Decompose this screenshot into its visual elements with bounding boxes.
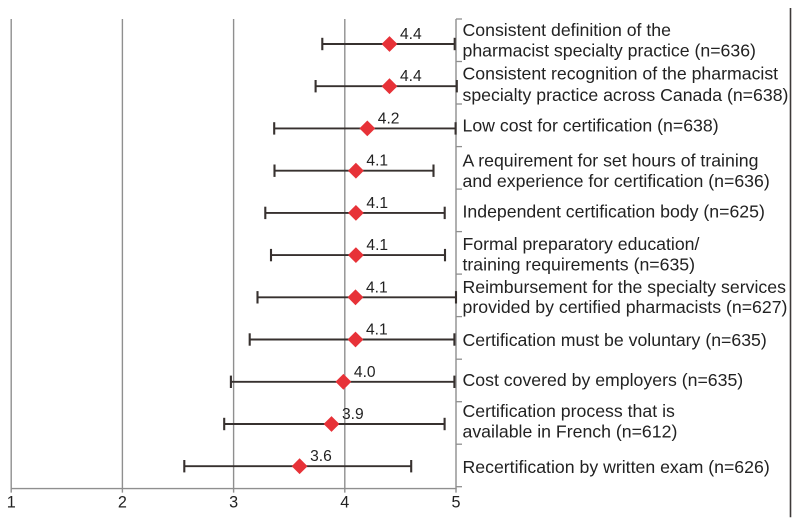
svg-text:3.9: 3.9 — [342, 406, 364, 423]
svg-text:4.1: 4.1 — [366, 237, 388, 254]
svg-text:4.1: 4.1 — [366, 322, 388, 339]
svg-text:4.1: 4.1 — [366, 195, 388, 212]
svg-text:4.4: 4.4 — [400, 26, 422, 43]
svg-text:Formal preparatory education/: Formal preparatory education/ — [463, 234, 700, 254]
svg-text:3: 3 — [229, 494, 238, 512]
svg-text:4.1: 4.1 — [366, 153, 388, 170]
svg-text:provided by certified pharmaci: provided by certified pharmacists (n=627… — [463, 297, 788, 317]
svg-text:4.2: 4.2 — [378, 110, 400, 127]
svg-text:4: 4 — [340, 494, 349, 512]
svg-text:Low cost for certification (n=: Low cost for certification (n=638) — [463, 116, 719, 136]
svg-text:Recertification by written exa: Recertification by written exam (n=626) — [463, 457, 770, 477]
svg-text:training requirements (n=635): training requirements (n=635) — [463, 255, 696, 275]
svg-text:2: 2 — [118, 494, 127, 512]
svg-text:Certification process that is: Certification process that is — [463, 401, 675, 421]
svg-text:Consistent definition of the: Consistent definition of the — [463, 20, 672, 40]
svg-text:4.0: 4.0 — [354, 364, 376, 381]
svg-text:available in French (n=612): available in French (n=612) — [463, 421, 678, 441]
svg-text:and experience for certificati: and experience for certification (n=636) — [463, 171, 770, 191]
svg-text:4.4: 4.4 — [400, 68, 422, 85]
svg-text:Consistent recognition of the: Consistent recognition of the pharmacist — [463, 63, 779, 83]
svg-text:4.1: 4.1 — [366, 279, 388, 296]
svg-text:pharmacist specialty practice: pharmacist specialty practice (n=636) — [463, 41, 756, 61]
svg-text:Certification must be voluntar: Certification must be voluntary (n=635) — [463, 330, 767, 350]
svg-text:Reimbursement for the specialt: Reimbursement for the specialty services — [463, 277, 787, 297]
svg-text:Cost covered by employers (n=6: Cost covered by employers (n=635) — [463, 370, 744, 390]
svg-text:3.6: 3.6 — [310, 448, 332, 465]
svg-text:1: 1 — [7, 494, 16, 512]
svg-text:specialty practice across Cana: specialty practice across Canada (n=638) — [463, 85, 789, 105]
svg-text:A requirement for set hours of: A requirement for set hours of training — [463, 150, 759, 170]
svg-text:Independent certification body: Independent certification body (n=625) — [463, 201, 765, 221]
svg-text:5: 5 — [451, 494, 460, 512]
